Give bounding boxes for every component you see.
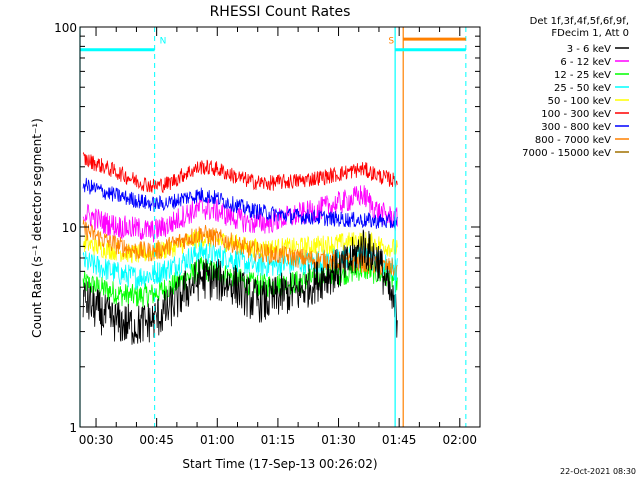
marker-label-0: N — [160, 37, 167, 47]
y-tick-label: 1 — [69, 421, 77, 435]
x-tick-label: 01:00 — [200, 433, 235, 447]
legend-header-line: FDecim 1, Att 0 — [551, 28, 629, 39]
x-tick-label: 01:30 — [321, 433, 356, 447]
x-tick-label: 01:45 — [382, 433, 417, 447]
legend-entry-label: 50 - 100 keV — [548, 96, 612, 107]
chart-legend: Det 1f,3f,4f,5f,6f,9f,FDecim 1, Att 0 3 -… — [522, 16, 629, 159]
x-axis-label: Start Time (17-Sep-13 00:26:02) — [182, 457, 377, 471]
legend-entry-label: 100 - 300 keV — [541, 109, 611, 120]
legend-entry-label: 3 - 6 keV — [567, 44, 611, 55]
series-line-1 — [82, 185, 398, 243]
legend-entry-label: 25 - 50 keV — [554, 83, 611, 94]
x-tick-label: 01:15 — [261, 433, 296, 447]
y-axis-label: Count Rate (s⁻¹ detector segment⁻¹) — [30, 118, 44, 338]
plot-axes: 1 10 100 00:30 00:45 01:00 01:15 01:30 01:45 02:0… — [54, 21, 481, 447]
x-tick-label: 00:30 — [79, 433, 114, 447]
generation-timestamp: 22-Oct-2021 08:30 — [560, 467, 636, 476]
series-line-6 — [82, 177, 398, 231]
x-tick-label: 02:00 — [442, 433, 477, 447]
legend-entry-label: 300 - 800 keV — [541, 122, 611, 133]
legend-entry-label: 800 - 7000 keV — [535, 135, 611, 146]
series-line-5 — [82, 151, 398, 194]
legend-entry-label: 6 - 12 keV — [560, 57, 611, 68]
chart-title: RHESSI Count Rates — [210, 4, 351, 20]
legend-header-line: Det 1f,3f,4f,5f,6f,9f, — [530, 16, 629, 27]
legend-entry-label: 7000 - 15000 keV — [522, 148, 611, 159]
series-line-0 — [82, 229, 398, 345]
series-line-4 — [82, 228, 398, 264]
x-tick-label: 00:45 — [139, 433, 174, 447]
marker-label-1: S — [388, 37, 394, 47]
series-line-7 — [82, 219, 398, 277]
y-tick-label: 100 — [54, 21, 77, 35]
legend-entry-label: 12 - 25 keV — [554, 70, 611, 81]
y-tick-label: 10 — [62, 221, 77, 235]
